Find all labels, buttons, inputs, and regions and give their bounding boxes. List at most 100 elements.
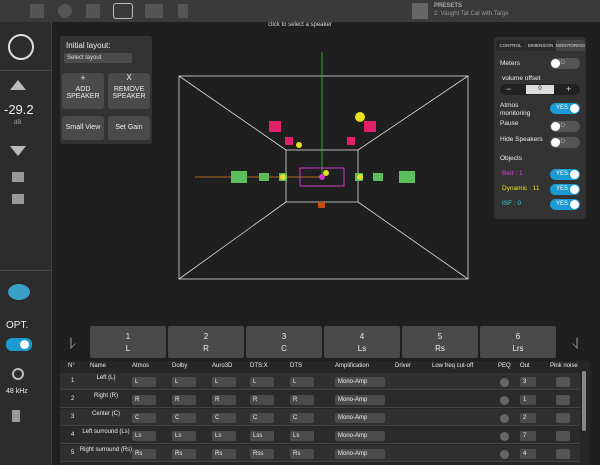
preset-name[interactable]: 2: Vaught Tat Cat with Targe [434, 11, 509, 17]
layout-select[interactable]: Select layout [64, 53, 132, 63]
pink-noise-button[interactable] [556, 395, 570, 405]
dropdown[interactable]: Ls [290, 431, 314, 441]
dropdown[interactable]: C [290, 413, 314, 423]
object[interactable] [319, 174, 325, 180]
dropdown[interactable]: Mono-Amp [335, 449, 385, 459]
icon[interactable] [30, 4, 44, 18]
dropdown[interactable]: Mono-Amp [335, 431, 385, 441]
object[interactable] [355, 112, 365, 122]
dropdown[interactable]: R [132, 395, 156, 405]
peq-button[interactable] [500, 450, 509, 459]
toggle[interactable]: YES [550, 184, 580, 195]
speaker[interactable] [364, 121, 376, 132]
speaker[interactable] [399, 171, 415, 183]
object[interactable] [357, 174, 363, 180]
icon-active[interactable] [113, 3, 133, 19]
prev-arrow[interactable] [70, 333, 76, 349]
speaker-tab[interactable]: 6 Lrs [480, 326, 556, 358]
object[interactable] [323, 170, 329, 176]
dropdown[interactable]: Rss [250, 449, 274, 459]
toggle[interactable]: YES [550, 199, 580, 210]
object[interactable] [280, 174, 286, 180]
speaker[interactable] [347, 137, 355, 145]
dropdown[interactable]: Mono-Amp [335, 413, 385, 423]
dropdown[interactable]: Mono-Amp [335, 377, 385, 387]
dropdown[interactable]: 2 [520, 413, 536, 423]
speaker[interactable] [373, 173, 383, 181]
dropdown[interactable]: R [212, 395, 236, 405]
toggle[interactable]: NO [550, 58, 580, 69]
dropdown[interactable]: Ls [212, 431, 236, 441]
dropdown[interactable]: C [132, 413, 156, 423]
toggle-knob [570, 185, 579, 194]
toggle[interactable]: YES [550, 103, 580, 114]
dropdown[interactable]: Ls [132, 431, 156, 441]
dropdown[interactable]: 4 [520, 449, 536, 459]
dropdown[interactable]: Ls [172, 431, 196, 441]
dropdown[interactable]: Mono-Amp [335, 395, 385, 405]
dropdown[interactable]: R [250, 395, 274, 405]
dropdown[interactable]: L [132, 377, 156, 387]
dropdown[interactable]: C [212, 413, 236, 423]
peq-button[interactable] [500, 432, 509, 441]
volume-down[interactable] [10, 146, 26, 156]
dropdown[interactable]: Lss [250, 431, 274, 441]
dropdown[interactable]: L [172, 377, 196, 387]
set-gain[interactable]: Set Gain [108, 116, 150, 140]
speaker[interactable] [318, 202, 325, 208]
speaker[interactable] [259, 173, 269, 181]
settings-icon[interactable] [12, 410, 20, 422]
pink-noise-button[interactable] [556, 449, 570, 459]
tab[interactable]: MONITORING [556, 40, 585, 51]
dropdown[interactable]: L [290, 377, 314, 387]
peq-button[interactable] [500, 378, 509, 387]
mute[interactable] [12, 172, 24, 182]
small-view[interactable]: Small View [62, 116, 104, 140]
speaker[interactable] [285, 137, 293, 145]
dropdown[interactable]: Rs [212, 449, 236, 459]
dropdown[interactable]: Rs [132, 449, 156, 459]
toggle[interactable]: NO [550, 137, 580, 148]
object[interactable] [296, 142, 302, 148]
speaker[interactable] [269, 121, 281, 132]
dropdown[interactable]: R [172, 395, 196, 405]
dim[interactable] [12, 194, 24, 204]
minus[interactable]: − [506, 84, 512, 94]
add-speaker[interactable]: + ADD SPEAKER [62, 73, 104, 109]
speaker-tab[interactable]: 5 Rs [402, 326, 478, 358]
pink-noise-button[interactable] [556, 431, 570, 441]
remove-speaker[interactable]: X REMOVE SPEAKER [108, 73, 150, 109]
icon[interactable] [86, 4, 100, 18]
dropdown[interactable]: Rs [290, 449, 314, 459]
dropdown[interactable]: Rs [172, 449, 196, 459]
dropdown[interactable]: 3 [520, 377, 536, 387]
dropdown[interactable]: L [212, 377, 236, 387]
pink-noise-button[interactable] [556, 413, 570, 423]
icon[interactable] [58, 4, 72, 18]
volume-up[interactable] [10, 80, 26, 90]
output-toggle[interactable] [6, 338, 32, 351]
dropdown[interactable]: R [290, 395, 314, 405]
tab[interactable]: DIMENSION [526, 40, 555, 51]
dropdown[interactable]: L [250, 377, 274, 387]
add-icon: + [80, 73, 86, 83]
toggle[interactable]: NO [550, 121, 580, 132]
icon[interactable] [145, 4, 163, 18]
dropdown[interactable]: C [172, 413, 196, 423]
dropdown[interactable]: 7 [520, 431, 536, 441]
speaker[interactable] [231, 171, 247, 183]
peq-button[interactable] [500, 396, 509, 405]
next-arrow[interactable] [572, 333, 578, 349]
pink-noise-button[interactable] [556, 377, 570, 387]
icon[interactable] [178, 4, 188, 18]
speaker-tab[interactable]: 4 Ls [324, 326, 400, 358]
peq-button[interactable] [500, 414, 509, 423]
dropdown[interactable]: 1 [520, 395, 536, 405]
tab[interactable]: CONTROL [496, 40, 525, 51]
toggle[interactable]: YES [550, 169, 580, 180]
plus[interactable]: + [566, 84, 572, 94]
dropdown[interactable]: C [250, 413, 274, 423]
